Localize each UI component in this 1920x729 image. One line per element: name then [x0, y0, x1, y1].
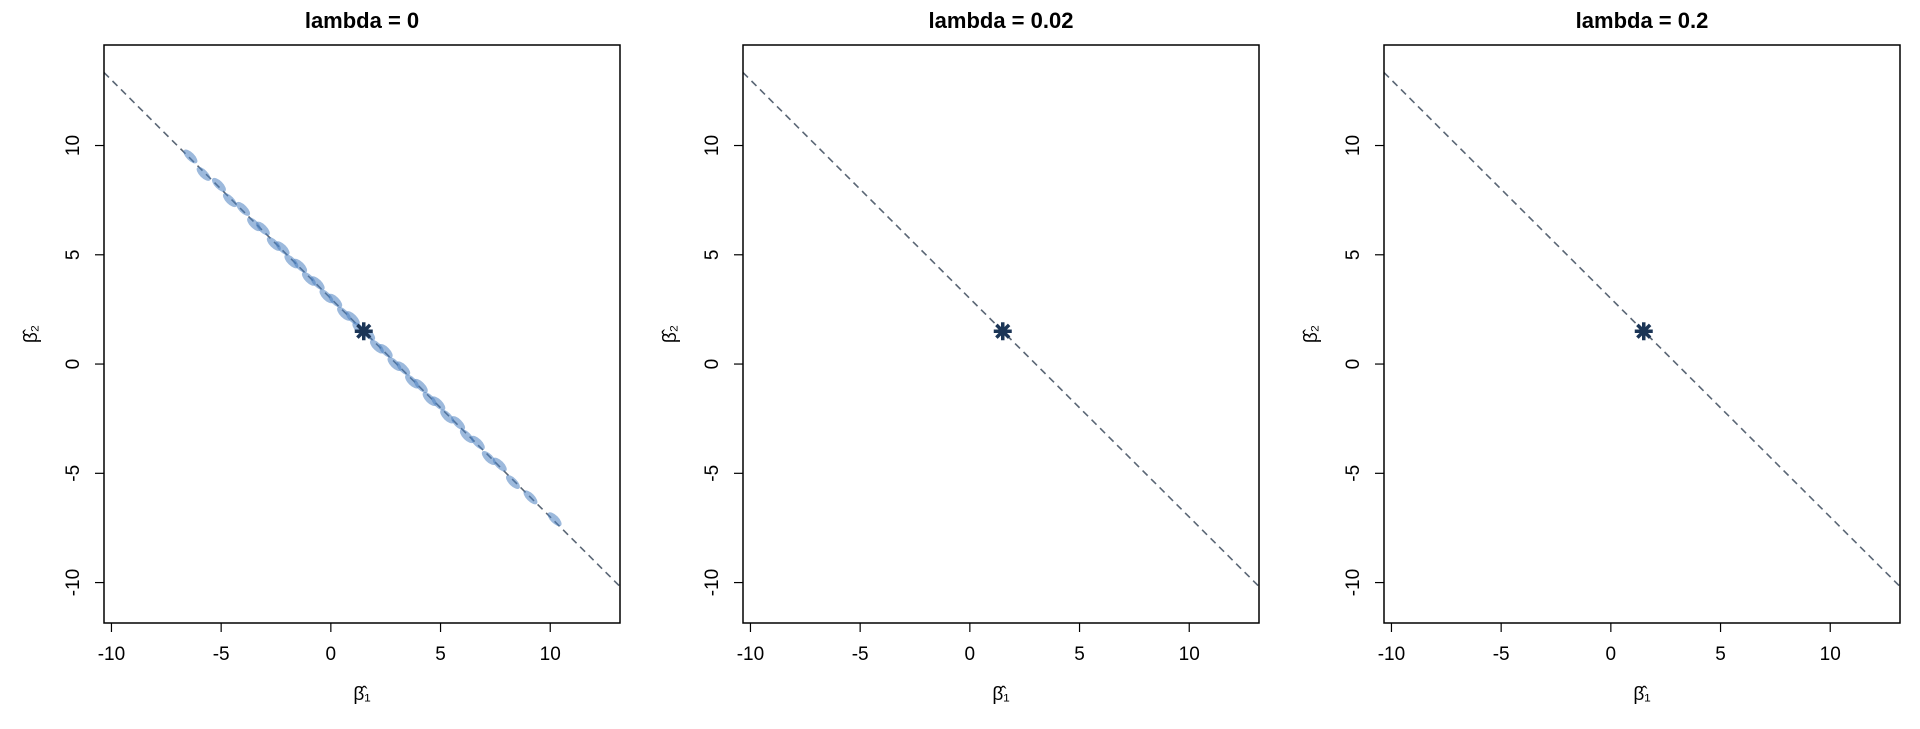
y-tick-label: 0	[1343, 359, 1364, 370]
x-tick-label: 10	[1179, 644, 1200, 665]
point	[451, 416, 466, 431]
panel-title: lambda = 0.2	[1576, 8, 1709, 33]
point	[413, 378, 428, 393]
x-tick-label: 5	[435, 644, 446, 665]
star-stroke	[356, 323, 372, 339]
x-tick-label: 10	[540, 644, 561, 665]
plot-frame	[1383, 44, 1901, 624]
point	[183, 149, 198, 164]
panel: lambda = 0.2 -10 -5 0 5 10 -10 -5 0 5 10 β̂₁ β̂₂	[1301, 8, 1901, 705]
x-tick-label: 5	[1715, 644, 1726, 665]
point	[236, 201, 251, 216]
point	[505, 475, 520, 490]
point	[310, 276, 325, 291]
x-axis-label: β̂₁	[1633, 684, 1650, 705]
true-point	[1634, 322, 1653, 341]
point	[275, 241, 290, 256]
plot-frame	[742, 44, 1260, 624]
plot-area	[1384, 71, 1900, 588]
point	[378, 343, 393, 358]
y-tick-label: 5	[702, 249, 723, 260]
point	[328, 293, 343, 308]
y-axis-label: β̂₂	[21, 325, 42, 343]
y-tick-label: -5	[63, 465, 84, 482]
x-tick-label: -10	[1378, 644, 1405, 665]
y-tick-label: -10	[63, 569, 84, 596]
point	[293, 258, 308, 273]
point	[470, 435, 485, 450]
star-stroke	[995, 323, 1011, 339]
point	[211, 177, 226, 192]
point	[196, 166, 211, 181]
panel: lambda = 0 -10 -5 0 5 10 -10 -5 0 5 10 β̂₁ β̂₂	[21, 8, 621, 705]
x-axis-label: β̂₁	[992, 684, 1009, 705]
y-tick-label: -10	[702, 569, 723, 596]
y-tick-label: -5	[1343, 465, 1364, 482]
y-tick-label: 10	[702, 135, 723, 156]
point	[547, 512, 562, 527]
y-tick-label: 0	[702, 359, 723, 370]
y-axis-label: β̂₂	[660, 325, 681, 343]
x-tick-label: -5	[1493, 644, 1510, 665]
panel-title: lambda = 0.02	[929, 8, 1074, 33]
point	[431, 396, 446, 411]
x-tick-label: 5	[1074, 644, 1085, 665]
x-tick-label: -10	[98, 644, 125, 665]
point	[523, 490, 538, 505]
true-point	[993, 322, 1012, 341]
panel: lambda = 0.02 -10 -5 0 5 10 -10 -5 0 5 10 β̂₁ β̂₂	[660, 8, 1260, 705]
y-tick-label: 5	[1343, 249, 1364, 260]
true-point	[354, 322, 373, 341]
point	[481, 451, 496, 465]
y-tick-label: 0	[63, 359, 84, 370]
plot-frame	[103, 44, 621, 624]
panel-title: lambda = 0	[305, 8, 419, 33]
point	[255, 221, 270, 236]
point	[459, 429, 474, 444]
y-tick-label: 10	[1343, 135, 1364, 156]
plot-area	[743, 71, 1259, 588]
x-tick-label: 0	[326, 644, 337, 665]
y-axis-label: β̂₂	[1301, 325, 1322, 343]
x-tick-label: 10	[1820, 644, 1841, 665]
x-tick-label: -5	[852, 644, 869, 665]
point	[345, 311, 360, 326]
point	[440, 409, 455, 424]
x-axis-label: β̂₁	[353, 684, 370, 705]
y-tick-label: 10	[63, 135, 84, 156]
y-tick-label: 5	[63, 249, 84, 260]
plot-area	[104, 71, 620, 588]
x-tick-label: 0	[1606, 644, 1617, 665]
star-stroke	[1636, 323, 1652, 339]
point	[396, 361, 411, 376]
point	[492, 457, 507, 472]
x-tick-label: -5	[213, 644, 230, 665]
x-tick-label: -10	[737, 644, 764, 665]
y-tick-label: -10	[1343, 569, 1364, 596]
y-tick-label: -5	[702, 465, 723, 482]
x-tick-label: 0	[965, 644, 976, 665]
point	[222, 193, 237, 208]
